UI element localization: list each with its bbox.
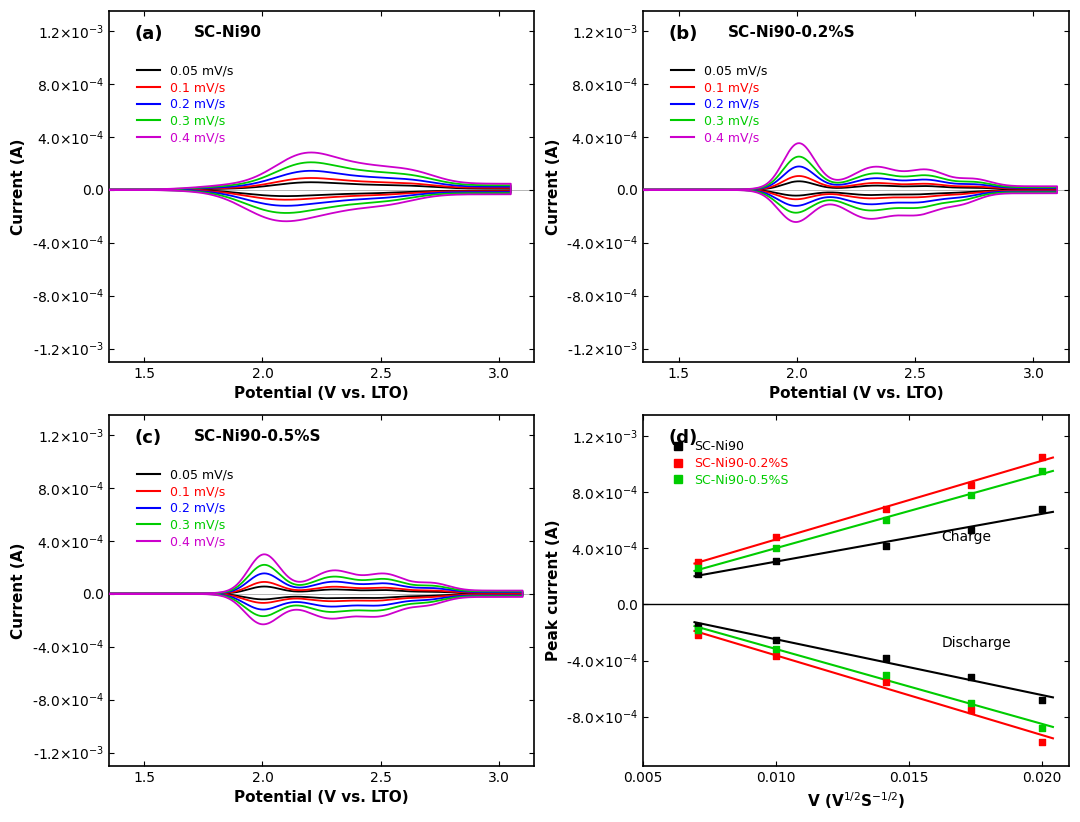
Point: [690, 561, 707, 575]
Legend: 0.05 mV/s, 0.1 mV/s, 0.2 mV/s, 0.3 mV/s, 0.4 mV/s: 0.05 mV/s, 0.1 mV/s, 0.2 mV/s, 0.3 mV/s,…: [132, 59, 238, 150]
X-axis label: V (V$^{1/2}$S$^{-1/2}$): V (V$^{1/2}$S$^{-1/2}$): [807, 790, 905, 810]
Point: [878, 668, 895, 681]
Legend: SC-Ni90, SC-Ni90-0.2%S, SC-Ni90-0.5%S: SC-Ni90, SC-Ni90-0.2%S, SC-Ni90-0.5%S: [666, 436, 794, 492]
X-axis label: Potential (V vs. LTO): Potential (V vs. LTO): [769, 386, 943, 401]
Point: [768, 643, 785, 656]
Text: SC-Ni90-0.5%S: SC-Ni90-0.5%S: [194, 429, 322, 444]
Point: [962, 488, 980, 501]
Text: (c): (c): [134, 429, 161, 447]
Point: [690, 623, 707, 636]
Point: [690, 567, 707, 580]
Legend: 0.05 mV/s, 0.1 mV/s, 0.2 mV/s, 0.3 mV/s, 0.4 mV/s: 0.05 mV/s, 0.1 mV/s, 0.2 mV/s, 0.3 mV/s,…: [132, 464, 238, 553]
Y-axis label: Current (A): Current (A): [11, 138, 26, 234]
Y-axis label: Current (A): Current (A): [545, 138, 561, 234]
Point: [962, 703, 980, 716]
Text: (d): (d): [669, 429, 698, 447]
Text: (a): (a): [134, 25, 163, 43]
Point: [768, 530, 785, 543]
Text: SC-Ni90-0.2%S: SC-Ni90-0.2%S: [728, 25, 856, 40]
Point: [878, 502, 895, 515]
Text: (b): (b): [669, 25, 698, 43]
Point: [878, 539, 895, 552]
X-axis label: Potential (V vs. LTO): Potential (V vs. LTO): [234, 386, 409, 401]
Point: [1034, 464, 1051, 478]
Point: [1034, 722, 1051, 735]
Point: [1034, 450, 1051, 464]
Point: [878, 675, 895, 688]
Text: SC-Ni90: SC-Ni90: [194, 25, 261, 40]
Legend: 0.05 mV/s, 0.1 mV/s, 0.2 mV/s, 0.3 mV/s, 0.4 mV/s: 0.05 mV/s, 0.1 mV/s, 0.2 mV/s, 0.3 mV/s,…: [666, 59, 772, 150]
Point: [768, 542, 785, 555]
Point: [690, 619, 707, 632]
Point: [1034, 736, 1051, 749]
Point: [878, 514, 895, 527]
Point: [690, 556, 707, 569]
Text: Charge: Charge: [941, 530, 991, 544]
Point: [690, 629, 707, 642]
Text: Discharge: Discharge: [941, 635, 1011, 649]
Point: [768, 649, 785, 663]
Y-axis label: Peak current (A): Peak current (A): [545, 520, 561, 661]
Point: [962, 524, 980, 537]
Point: [878, 651, 895, 664]
Point: [962, 478, 980, 492]
Point: [1034, 502, 1051, 515]
Point: [962, 696, 980, 709]
X-axis label: Potential (V vs. LTO): Potential (V vs. LTO): [234, 790, 409, 806]
Point: [768, 554, 785, 567]
Point: [768, 633, 785, 646]
Point: [1034, 693, 1051, 706]
Y-axis label: Current (A): Current (A): [11, 543, 26, 639]
Point: [962, 671, 980, 684]
